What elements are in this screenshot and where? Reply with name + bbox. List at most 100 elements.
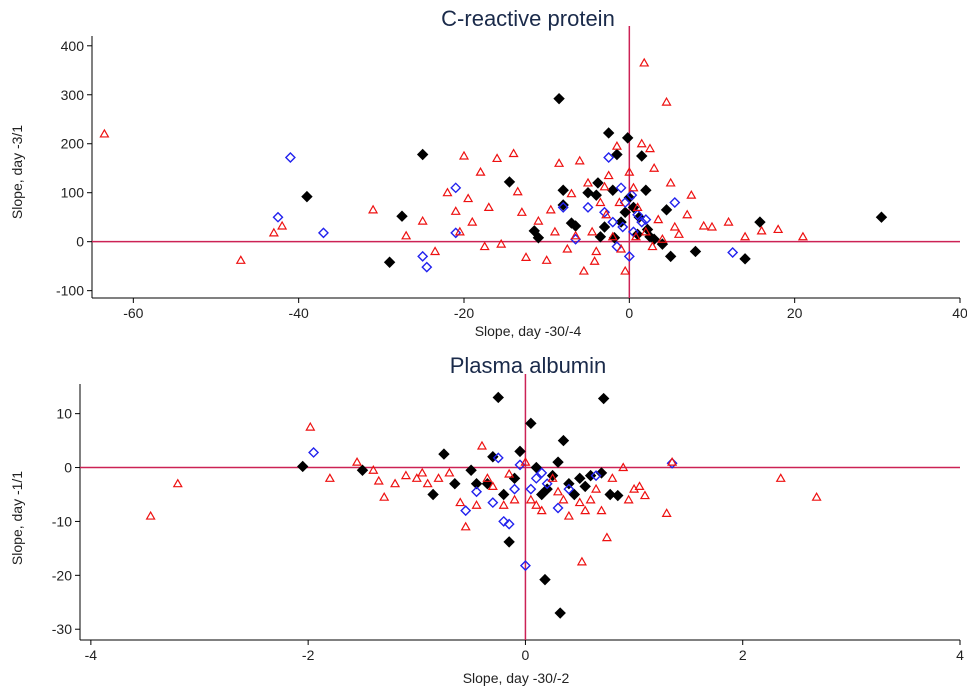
crp-point-red-triangle (268, 227, 279, 237)
albumin-point-black-diamond (557, 434, 570, 447)
albumin-point-black-diamond (525, 417, 537, 430)
crp-y-tick-label: 400 (61, 38, 85, 54)
crp-plot-area: -100 0 100 200 300 400 -60 -40 -20 0 20 40 (56, 26, 967, 321)
albumin-point-black-diamond (438, 448, 450, 460)
albumin-point-black-diamond (574, 472, 586, 485)
albumin-point-black-diamond (597, 392, 610, 405)
albumin-point-red-triangle (433, 473, 444, 482)
crp-point-red-triangle (665, 177, 676, 187)
crp-point-red-triangle (545, 204, 556, 214)
crp-x-tick-label: -40 (289, 305, 309, 321)
albumin-point-black-diamond (427, 488, 439, 501)
albumin-point-red-triangle (352, 456, 363, 466)
crp-point-blue-diamond (619, 197, 631, 208)
albumin-point-blue-diamond (492, 452, 504, 464)
crp-panel: C-reactive protein Slope, day -3/1 Slope… (9, 6, 967, 339)
albumin-point-black-diamond (604, 488, 616, 501)
albumin-point-black-diamond (508, 472, 521, 485)
crp-point-black-diamond (648, 233, 660, 245)
crp-point-black-diamond (739, 253, 751, 265)
albumin-point-red-triangle (460, 521, 471, 531)
crp-point-red-triangle (587, 226, 598, 236)
crp-point-blue-diamond (636, 216, 648, 228)
crp-point-red-triangle (797, 231, 808, 241)
albumin-point-black-diamond (552, 456, 564, 468)
crp-x-tick-label: 40 (952, 305, 967, 321)
albumin-x-tick-label: 2 (739, 647, 747, 663)
albumin-point-red-triangle (379, 491, 390, 501)
crp-point-blue-diamond (617, 221, 629, 233)
crp-point-red-triangle (620, 265, 631, 275)
albumin-point-blue-diamond (519, 560, 531, 572)
albumin-point-blue-diamond (541, 478, 553, 490)
crp-point-red-triangle (614, 197, 625, 207)
crp-x-tick-label: 20 (787, 305, 803, 321)
crp-point-red-triangle (99, 128, 110, 138)
crp-point-red-triangle (574, 155, 585, 165)
crp-point-blue-diamond (727, 246, 739, 258)
crp-point-black-diamond (503, 176, 516, 188)
crp-point-red-triangle (475, 166, 486, 176)
crp-point-blue-diamond (669, 197, 681, 208)
crp-point-red-triangle (458, 150, 470, 160)
albumin-point-black-diamond (539, 573, 551, 586)
crp-point-blue-diamond (450, 182, 462, 194)
crp-point-red-triangle (541, 255, 552, 264)
albumin-y-tick-label: -20 (52, 567, 72, 583)
crp-point-red-triangle (653, 214, 664, 224)
crp-point-red-triangle (682, 209, 693, 219)
albumin-point-black-diamond (356, 464, 369, 476)
crp-point-red-triangle (591, 246, 602, 256)
albumin-point-red-triangle (411, 473, 422, 482)
albumin-point-blue-diamond (509, 483, 521, 495)
crp-point-black-diamond (660, 204, 673, 216)
crp-point-red-triangle (463, 193, 474, 203)
crp-x-tick-label: -20 (454, 305, 474, 321)
crp-point-red-triangle (442, 187, 453, 197)
albumin-point-red-triangle (444, 467, 455, 477)
crp-point-red-triangle (624, 166, 635, 176)
albumin-point-red-triangle (487, 481, 498, 490)
albumin-y-tick-label: 0 (64, 460, 72, 476)
albumin-point-red-triangle (504, 468, 515, 478)
crp-point-red-triangle (554, 158, 565, 167)
crp-point-blue-diamond (417, 250, 429, 262)
crp-point-black-diamond (615, 216, 627, 228)
crp-point-red-triangle (277, 220, 288, 230)
albumin-point-red-triangle (661, 508, 672, 517)
albumin-point-red-triangle (417, 467, 428, 477)
albumin-point-red-triangle (145, 510, 156, 520)
crp-point-red-triangle (368, 204, 379, 214)
crp-point-blue-diamond (603, 151, 615, 163)
albumin-point-red-triangle (574, 497, 585, 507)
crp-point-blue-diamond (623, 250, 635, 262)
crp-point-red-triangle (417, 215, 428, 225)
albumin-point-blue-diamond (487, 497, 499, 509)
crp-point-red-triangle (723, 216, 734, 226)
crp-point-blue-diamond (632, 209, 644, 221)
albumin-point-blue-diamond (666, 457, 678, 469)
crp-point-red-triangle (492, 153, 503, 163)
crp-point-red-triangle (640, 226, 651, 236)
albumin-point-black-diamond (546, 469, 559, 482)
albumin-point-blue-diamond (498, 515, 510, 527)
crp-point-black-diamond (528, 225, 540, 237)
albumin-point-black-diamond (595, 467, 608, 479)
crp-point-red-triangle (450, 206, 461, 215)
crp-point-red-triangle (401, 230, 412, 240)
albumin-point-black-diamond (568, 488, 581, 501)
crp-point-black-diamond (383, 256, 396, 268)
crp-point-red-triangle (632, 202, 643, 212)
crp-point-red-triangle (647, 241, 658, 251)
crp-x-axis-label: Slope, day -30/-4 (475, 323, 582, 339)
crp-y-tick-label: -100 (56, 283, 84, 299)
albumin-point-blue-diamond (552, 502, 564, 514)
crp-point-red-triangle (454, 226, 465, 236)
crp-point-red-triangle (639, 57, 650, 67)
albumin-point-red-triangle (585, 494, 596, 504)
albumin-point-red-triangle (471, 500, 482, 509)
albumin-point-red-triangle (591, 483, 602, 493)
crp-point-blue-diamond (421, 261, 433, 273)
